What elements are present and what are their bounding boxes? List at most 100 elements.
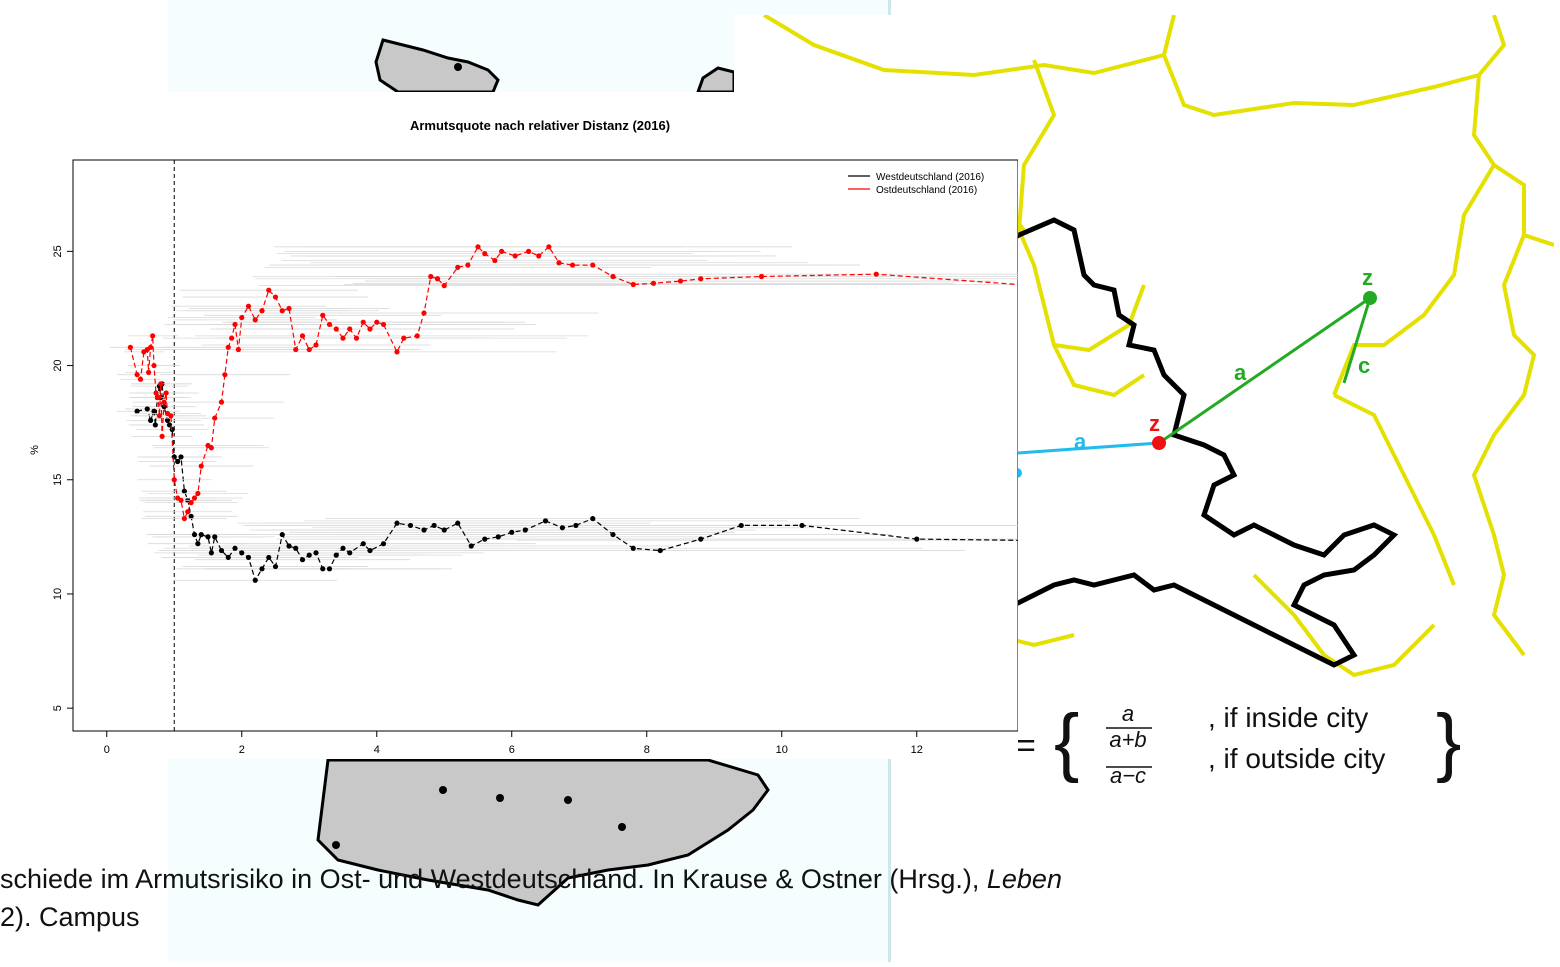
data-point <box>512 253 518 259</box>
data-point <box>279 308 285 314</box>
data-point <box>158 381 164 387</box>
data-point <box>175 458 181 465</box>
data-point <box>522 527 528 533</box>
data-point <box>266 554 272 561</box>
data-point <box>333 326 339 332</box>
data-point <box>205 534 211 540</box>
coast-island <box>374 38 500 94</box>
data-point <box>367 547 373 554</box>
data-point <box>698 536 704 542</box>
data-point <box>434 276 441 282</box>
data-point <box>144 406 150 412</box>
citation-caption: schiede im Armutsrisiko in Ost- und West… <box>0 860 1062 936</box>
data-point <box>455 520 461 526</box>
data-point <box>455 264 461 270</box>
data-point <box>340 545 346 551</box>
data-point <box>630 281 636 288</box>
data-point <box>380 541 387 547</box>
data-point <box>482 251 488 257</box>
data-point <box>222 372 228 378</box>
label-z-red: z <box>1149 411 1160 436</box>
label-a-green: a <box>1234 360 1247 385</box>
y-tick-label: 20 <box>52 359 64 371</box>
formula-case2-den: a−c <box>1110 763 1146 785</box>
data-point <box>293 545 299 551</box>
data-point <box>326 566 333 572</box>
x-tick-label: 0 <box>104 744 110 756</box>
data-point <box>320 312 326 318</box>
data-point <box>212 415 218 421</box>
legend: Westdeutschland (2016) Ostdeutschland (20… <box>848 172 984 196</box>
data-point <box>152 422 158 428</box>
data-point <box>306 552 312 558</box>
series-0 <box>116 381 1019 583</box>
data-point <box>630 545 636 551</box>
data-point <box>181 488 187 494</box>
data-point <box>266 287 272 293</box>
formula-equals: = <box>1016 727 1036 765</box>
data-point <box>127 344 133 350</box>
legend-label: Ostdeutschland (2016) <box>876 185 977 196</box>
x-tick-label: 2 <box>239 744 245 756</box>
data-point <box>225 344 231 350</box>
x-tick-label: 8 <box>644 744 650 756</box>
data-point <box>542 518 549 524</box>
data-point <box>164 417 171 423</box>
data-point <box>171 454 177 460</box>
data-point <box>650 280 657 286</box>
x-tick-label: 10 <box>776 744 788 756</box>
data-point <box>492 257 498 264</box>
point-z-green <box>1363 291 1377 305</box>
data-point <box>208 445 214 451</box>
data-point <box>556 260 562 266</box>
data-point <box>272 294 279 300</box>
y-tick-label: 10 <box>52 588 64 600</box>
point-z-red <box>1152 436 1166 450</box>
data-point <box>178 454 184 460</box>
data-point <box>163 390 169 396</box>
data-point <box>347 326 353 332</box>
data-point <box>333 552 339 558</box>
data-point <box>299 333 306 339</box>
data-point <box>212 534 218 540</box>
data-point <box>374 319 380 325</box>
series-1 <box>110 244 1019 522</box>
city-dot <box>618 823 626 831</box>
label-a-blue: a <box>1074 429 1087 454</box>
data-point <box>198 531 204 538</box>
data-point <box>134 372 140 378</box>
data-point <box>546 244 552 250</box>
data-point <box>347 550 353 556</box>
data-point <box>313 550 319 556</box>
data-point <box>232 545 238 551</box>
data-point <box>526 248 532 254</box>
data-point <box>137 376 144 382</box>
formula-case1-den: a+b <box>1109 727 1146 752</box>
data-point <box>394 349 400 355</box>
data-point <box>509 529 515 535</box>
caption-text: schiede im Armutsrisiko in Ost- und West… <box>0 864 987 894</box>
data-point <box>306 346 312 353</box>
data-point <box>252 317 258 323</box>
data-point <box>195 541 201 547</box>
data-point <box>428 273 434 280</box>
data-point <box>245 554 252 561</box>
data-point <box>559 525 565 531</box>
formula-right-brace: } <box>1436 699 1461 784</box>
y-tick-label: 25 <box>52 245 64 257</box>
city-dot <box>496 794 504 802</box>
data-point <box>161 399 167 405</box>
coast-fragment <box>695 66 736 94</box>
data-point <box>178 497 184 503</box>
series-line <box>129 245 1019 521</box>
data-point <box>279 531 285 538</box>
data-point <box>198 463 204 469</box>
data-point <box>171 477 177 483</box>
city-dot <box>439 786 447 794</box>
data-point <box>148 344 154 350</box>
x-tick-label: 12 <box>911 744 923 756</box>
data-point <box>573 522 579 529</box>
data-point <box>218 547 225 554</box>
data-point <box>151 362 157 369</box>
formula-case1-num: a <box>1122 701 1134 726</box>
